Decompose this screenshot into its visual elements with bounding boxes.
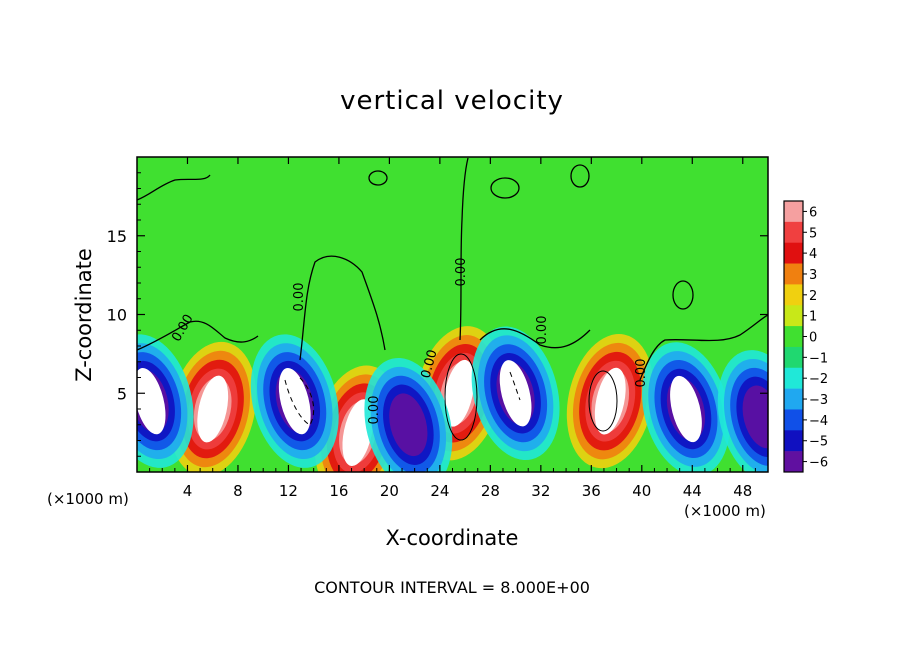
y-axis: 5 10 15 — [107, 172, 768, 457]
contour-ring — [490, 177, 520, 199]
x-tick-label: 8 — [233, 482, 243, 500]
contour-line — [137, 320, 259, 351]
x-tick-label: 48 — [733, 482, 752, 500]
contour-value-label: 0.00 — [454, 258, 469, 287]
colorbar-swatch — [784, 305, 803, 327]
colorbar-tick-label: −5 — [809, 435, 828, 450]
colorbar-tick-label: −6 — [809, 456, 828, 471]
y-tick-label: 15 — [107, 227, 127, 246]
colorbar-swatch — [784, 221, 803, 243]
chart-title: vertical velocity — [340, 86, 564, 116]
colorbar-swatch — [784, 430, 803, 452]
contour-value-label: 0.00 — [367, 396, 382, 425]
contour-dashed — [509, 371, 521, 401]
colorbar-swatch — [784, 326, 803, 348]
contour-value-label: 0.00 — [634, 359, 649, 388]
colorbar-tick-label: −3 — [809, 393, 828, 408]
colorbar-swatch — [784, 263, 803, 285]
contour-line — [479, 328, 591, 349]
downdraft-core — [137, 367, 166, 435]
updraft-core — [443, 359, 475, 427]
colorbar-swatch — [784, 346, 803, 369]
contour-interval-note: CONTOUR INTERVAL = 8.000E+00 — [314, 578, 590, 597]
colorbar-swatch — [784, 388, 803, 410]
colorbar-swatch — [784, 242, 803, 264]
x-axis-label: X-coordinate — [385, 526, 519, 550]
x-tick-label: 24 — [430, 482, 449, 500]
downdraft-core — [499, 360, 532, 427]
y-axis-label: Z-coordinate — [72, 248, 96, 382]
velocity-field — [137, 326, 768, 472]
colorbar-tick-label: 0 — [809, 331, 817, 346]
colorbar-tick-label: −4 — [809, 414, 828, 429]
contour-line — [299, 255, 386, 361]
y-tick-label: 5 — [117, 384, 127, 403]
contour-line — [639, 314, 768, 381]
colorbar-swatch — [784, 201, 803, 223]
colorbar-tick-label: 4 — [809, 247, 817, 262]
x-tick-label: 40 — [632, 482, 651, 500]
contour-value-label: 0.00 — [292, 283, 307, 312]
x-tick-label: 36 — [582, 482, 601, 500]
x-tick-label: 44 — [683, 482, 702, 500]
colorbar-tick-label: 1 — [809, 310, 817, 325]
downdraft-core — [670, 375, 702, 443]
contour-line — [137, 174, 211, 201]
x-tick-label: 20 — [380, 482, 399, 500]
x-unit-label-right: (×1000 m) — [684, 502, 766, 520]
x-tick-label: 32 — [531, 482, 550, 500]
colorbar-swatch — [784, 451, 803, 473]
colorbar-swatch — [784, 409, 803, 431]
updraft-core — [594, 367, 626, 435]
colorbar-swatch — [784, 284, 803, 306]
downdraft-band — [389, 393, 428, 457]
x-tick-label: 28 — [481, 482, 500, 500]
x-tick-label: 16 — [329, 482, 348, 500]
contour-value-label: 0.00 — [419, 348, 441, 380]
colorbar: 6 5 4 3 2 1 0 −1 −2 −3 −4 −5 −6 — [783, 200, 828, 473]
y-tick-label: 10 — [107, 306, 127, 325]
colorbar-tick-label: −2 — [809, 372, 828, 387]
downdraft-core — [278, 367, 311, 435]
downdraft-band — [742, 385, 768, 449]
colorbar-tick-label: 6 — [809, 205, 817, 220]
colorbar-tick-label: 2 — [809, 289, 817, 304]
x-axis: 4 8 12 16 20 24 28 32 36 40 44 48 — [149, 157, 756, 500]
x-tick-label: 12 — [279, 482, 298, 500]
x-unit-label-left: (×1000 m) — [47, 490, 129, 508]
colorbar-tick-label: 5 — [809, 226, 817, 241]
colorbar-tick-label: 3 — [809, 268, 817, 283]
colorbar-tick-label: −1 — [809, 351, 828, 366]
contour-ring — [368, 170, 388, 186]
contour-ring — [672, 280, 694, 310]
contour-ring — [444, 353, 478, 441]
contour-line — [459, 157, 469, 341]
zero-contours — [137, 157, 768, 441]
contour-value-label: 0.00 — [535, 316, 550, 345]
contour-ring — [588, 370, 618, 432]
updraft-core — [197, 375, 229, 443]
x-tick-label: 4 — [183, 482, 193, 500]
contour-ring — [570, 164, 590, 188]
colorbar-swatch — [784, 367, 803, 389]
